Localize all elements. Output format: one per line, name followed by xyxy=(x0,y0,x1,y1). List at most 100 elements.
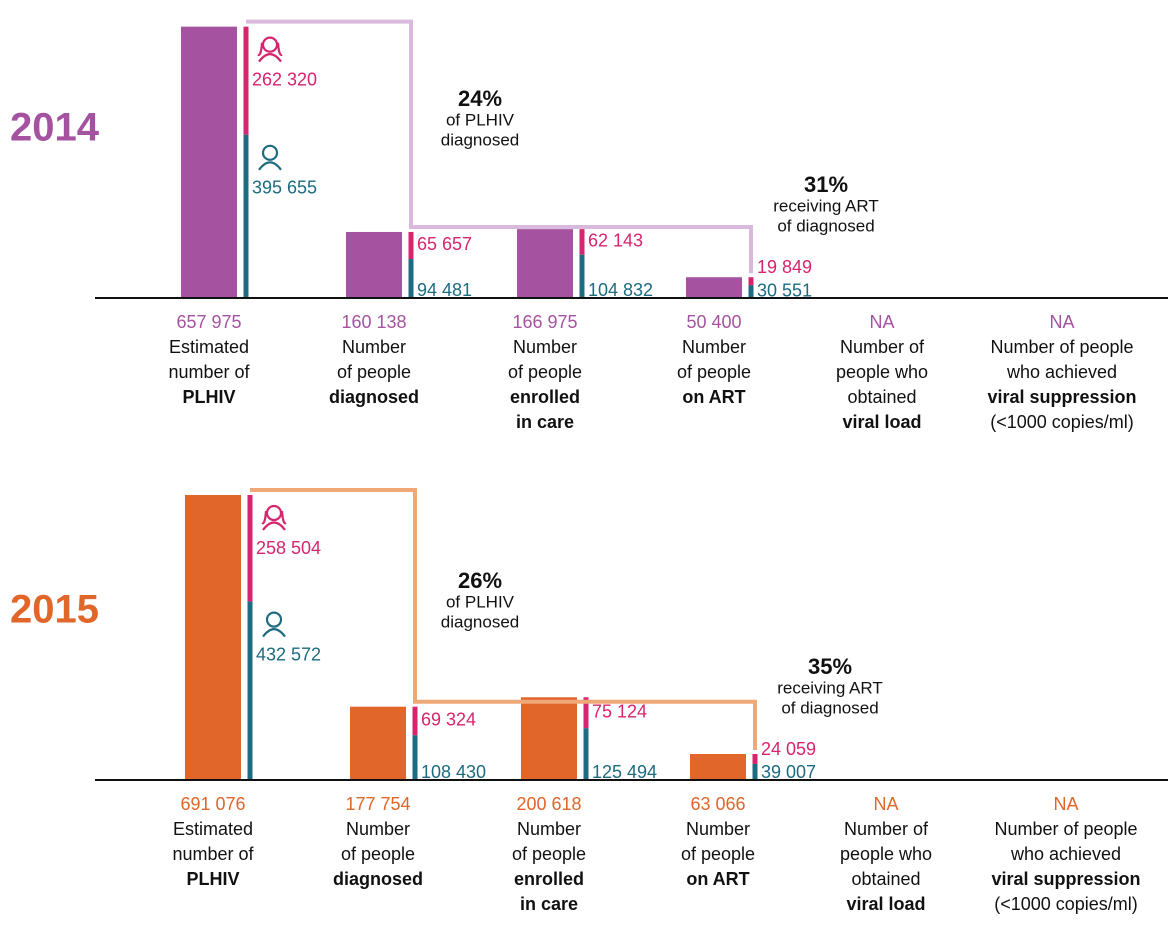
category-label: (<1000 copies/ml) xyxy=(990,412,1134,432)
bar xyxy=(346,231,402,298)
person-icon xyxy=(262,628,286,638)
annotation-text: of diagnosed xyxy=(777,216,874,235)
split-value-label: 108 430 xyxy=(421,762,486,782)
category-label: people who xyxy=(840,844,932,864)
category-label: on ART xyxy=(682,387,745,407)
category-label: enrolled xyxy=(514,869,584,889)
person-icon xyxy=(258,53,282,63)
category-label: of people xyxy=(677,362,751,382)
year-label: 2015 xyxy=(10,588,99,632)
bar xyxy=(181,26,237,298)
split-value-label: 30 551 xyxy=(757,280,812,300)
category-label: Number xyxy=(682,337,746,357)
split-value-label: 69 324 xyxy=(421,710,476,730)
category-label: on ART xyxy=(686,869,749,889)
category-label: Number xyxy=(686,819,750,839)
category-label: obtained xyxy=(851,869,920,889)
category-label: in care xyxy=(516,412,574,432)
person-icon xyxy=(262,521,286,531)
split-bar xyxy=(243,26,249,135)
split-bar xyxy=(243,134,249,298)
category-label: Number xyxy=(517,819,581,839)
bar xyxy=(350,706,406,780)
split-bar xyxy=(748,285,754,298)
category-label: obtained xyxy=(847,387,916,407)
bar xyxy=(521,697,577,780)
split-value-label: 75 124 xyxy=(592,702,647,722)
bar xyxy=(686,277,742,298)
bar xyxy=(517,229,573,298)
category-label: who achieved xyxy=(1006,362,1117,382)
category-label: viral suppression xyxy=(991,869,1140,889)
person-icon xyxy=(261,144,279,161)
value-label: NA xyxy=(1049,312,1074,332)
category-label: in care xyxy=(520,894,578,914)
annotation-percent: 26% xyxy=(458,568,502,593)
value-label: NA xyxy=(1053,794,1078,814)
value-label: 200 618 xyxy=(516,794,581,814)
split-value-label: 125 494 xyxy=(592,762,657,782)
annotation-text: diagnosed xyxy=(441,612,519,631)
split-value-label: 262 320 xyxy=(252,69,317,89)
split-bar xyxy=(748,277,754,286)
category-label: of people xyxy=(512,844,586,864)
split-value-label: 19 849 xyxy=(757,257,812,277)
category-label: Number of people xyxy=(994,819,1137,839)
split-bar xyxy=(247,601,253,780)
split-value-label: 258 504 xyxy=(256,538,321,558)
split-value-label: 94 481 xyxy=(417,280,472,300)
year-label: 2014 xyxy=(10,106,100,150)
annotation-percent: 31% xyxy=(804,172,848,197)
split-bar xyxy=(752,753,758,764)
annotation-text: of PLHIV xyxy=(446,110,515,129)
split-bar xyxy=(583,697,589,729)
category-label: number of xyxy=(172,844,254,864)
category-label: enrolled xyxy=(510,387,580,407)
category-label: viral load xyxy=(842,412,921,432)
category-label: of people xyxy=(681,844,755,864)
category-label: diagnosed xyxy=(333,869,423,889)
split-value-label: 24 059 xyxy=(761,739,816,759)
annotation-text: diagnosed xyxy=(441,130,519,149)
value-label: 63 066 xyxy=(690,794,745,814)
category-label: of people xyxy=(341,844,415,864)
category-label: diagnosed xyxy=(329,387,419,407)
category-label: Number of xyxy=(844,819,929,839)
split-value-label: 104 832 xyxy=(588,280,653,300)
person-icon xyxy=(265,504,283,522)
split-bar xyxy=(579,229,585,255)
category-label: who achieved xyxy=(1010,844,1121,864)
split-value-label: 432 572 xyxy=(256,644,321,664)
split-value-label: 395 655 xyxy=(252,178,317,198)
person-icon xyxy=(258,161,282,171)
value-label: 160 138 xyxy=(341,312,406,332)
annotation-percent: 24% xyxy=(458,86,502,111)
split-bar xyxy=(583,728,589,780)
person-icon xyxy=(261,510,287,525)
category-label: of people xyxy=(508,362,582,382)
category-label: of people xyxy=(337,362,411,382)
bar xyxy=(690,753,746,780)
value-label: 177 754 xyxy=(345,794,410,814)
category-label: Number of xyxy=(840,337,925,357)
value-label: 657 975 xyxy=(176,312,241,332)
split-bar xyxy=(412,706,418,736)
value-label: NA xyxy=(873,794,898,814)
split-bar xyxy=(247,495,253,602)
person-icon xyxy=(261,36,279,53)
category-label: people who xyxy=(836,362,928,382)
split-bar xyxy=(752,763,758,780)
category-label: viral suppression xyxy=(987,387,1136,407)
split-value-label: 39 007 xyxy=(761,762,816,782)
person-icon xyxy=(257,42,283,57)
bracket xyxy=(246,19,753,274)
annotation-percent: 35% xyxy=(808,654,852,679)
value-label: 166 975 xyxy=(512,312,577,332)
category-label: Estimated xyxy=(173,819,253,839)
annotation-text: receiving ART xyxy=(777,678,883,697)
category-label: Number xyxy=(342,337,406,357)
category-label: Number xyxy=(346,819,410,839)
category-label: PLHIV xyxy=(186,869,239,889)
category-label: (<1000 copies/ml) xyxy=(994,894,1138,914)
